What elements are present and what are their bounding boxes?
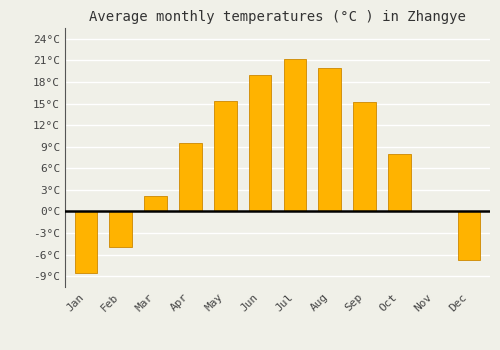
Bar [249, 75, 272, 211]
Bar [284, 59, 306, 211]
Bar [144, 196, 167, 211]
Bar [388, 154, 410, 211]
Bar [179, 143, 202, 211]
Bar [458, 211, 480, 260]
Title: Average monthly temperatures (°C ) in Zhangye: Average monthly temperatures (°C ) in Zh… [89, 10, 466, 24]
Bar [74, 211, 97, 273]
Bar [214, 102, 236, 211]
Bar [318, 68, 341, 211]
Bar [110, 211, 132, 247]
Bar [354, 102, 376, 211]
